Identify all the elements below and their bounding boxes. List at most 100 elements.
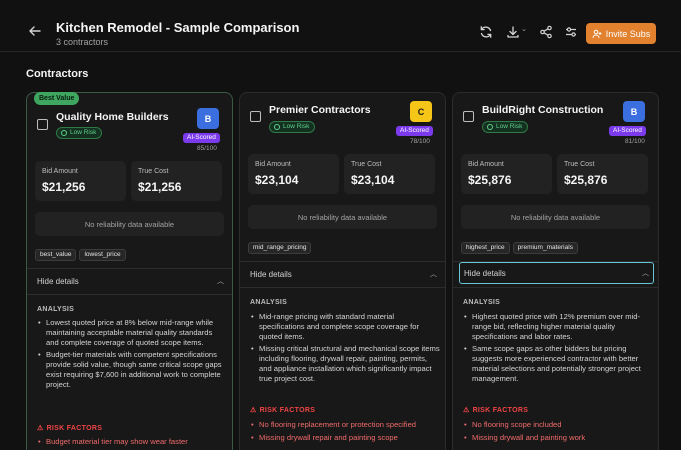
list-item: No flooring replacement or protection sp… [250, 420, 440, 430]
bid-amount-box: Bid Amount $23,104 [248, 154, 339, 194]
list-item: Budget-tier materials with competent spe… [37, 350, 227, 389]
list-item: Mid-range pricing with standard material… [250, 312, 440, 341]
list-item: Missing drywall and painting work [463, 433, 653, 443]
tag-list: highest_price premium_materials [461, 242, 578, 254]
bid-amount-label: Bid Amount [42, 168, 78, 175]
divider [27, 294, 232, 295]
hide-details-toggle[interactable]: Hide details ︿ [459, 262, 654, 284]
analysis-list: Mid-range pricing with standard material… [250, 312, 440, 387]
score: 78/100 [410, 138, 430, 145]
download-icon[interactable]: ⌄ [506, 25, 528, 41]
true-cost-value: $25,876 [564, 173, 608, 187]
shield-icon [61, 130, 67, 136]
risk-factors-heading: ⚠ RISK FACTORS [250, 406, 315, 415]
contractor-card: Premier Contractors Low Risk C AI-Scored… [239, 92, 446, 450]
analysis-list: Lowest quoted price at 8% below mid-rang… [37, 318, 227, 393]
contractor-name: BuildRight Construction [482, 104, 604, 116]
grade-badge: B [197, 108, 219, 129]
sliders-icon[interactable] [564, 25, 580, 41]
chevron-down-icon: ⌄ [521, 26, 527, 33]
tag: best_value [35, 249, 77, 261]
select-checkbox[interactable] [463, 111, 474, 122]
true-cost-box: True Cost $21,256 [131, 161, 222, 201]
best-value-badge: Best Value [34, 92, 80, 105]
list-item: Missing drywall repair and painting scop… [250, 433, 440, 443]
hide-details-toggle[interactable]: Hide details ︿ [246, 263, 441, 285]
bid-amount-label: Bid Amount [255, 161, 291, 168]
analysis-heading: ANALYSIS [37, 306, 75, 313]
add-user-icon [592, 29, 602, 38]
risk-label: Low Risk [496, 123, 523, 130]
risk-factors-heading: ⚠ RISK FACTORS [37, 424, 103, 433]
true-cost-box: True Cost $23,104 [344, 154, 435, 194]
ai-scored-badge: AI-Scored [609, 126, 646, 136]
hide-details-label: Hide details [250, 269, 292, 279]
true-cost-value: $23,104 [351, 173, 395, 187]
bid-amount-value: $25,876 [468, 173, 512, 187]
divider [453, 287, 658, 288]
tag: premium_materials [512, 242, 578, 254]
divider [240, 261, 445, 262]
tag-list: mid_range_pricing [248, 242, 312, 254]
back-arrow-icon[interactable] [28, 24, 44, 40]
list-item: Highest quoted price with 12% premium ov… [463, 312, 653, 341]
invite-subs-button[interactable]: Invite Subs [586, 23, 656, 44]
risk-factors-list: No flooring replacement or protection sp… [250, 420, 440, 446]
bid-amount-label: Bid Amount [468, 161, 504, 168]
risk-badge: Low Risk [269, 121, 316, 133]
risk-badge: Low Risk [482, 121, 529, 133]
tag: highest_price [461, 242, 510, 254]
section-title: Contractors [26, 68, 89, 80]
list-item: Same scope gaps as other bidders but pri… [463, 344, 653, 383]
divider [27, 268, 232, 269]
risk-factors-list: No flooring scope included Missing drywa… [463, 420, 653, 446]
bid-amount-box: Bid Amount $21,256 [35, 161, 126, 201]
ai-scored-badge: AI-Scored [183, 133, 220, 143]
hide-details-label: Hide details [464, 268, 506, 278]
hide-details-label: Hide details [37, 276, 79, 286]
shield-icon [487, 124, 493, 130]
warning-icon: ⚠ [250, 407, 257, 414]
reliability-notice: No reliability data available [461, 205, 650, 229]
bid-amount-value: $21,256 [42, 180, 86, 194]
share-icon[interactable] [539, 25, 555, 41]
tag: lowest_price [79, 249, 126, 261]
contractor-name: Quality Home Builders [56, 111, 169, 123]
contractor-name: Premier Contractors [269, 104, 371, 116]
select-checkbox[interactable] [37, 119, 48, 130]
tag: mid_range_pricing [248, 242, 312, 254]
true-cost-box: True Cost $25,876 [557, 154, 648, 194]
page-header: Kitchen Remodel - Sample Comparison 3 co… [0, 0, 681, 52]
risk-label: Low Risk [283, 123, 310, 130]
risk-factors-heading: ⚠ RISK FACTORS [463, 406, 529, 415]
divider [240, 287, 445, 288]
select-checkbox[interactable] [250, 111, 261, 122]
refresh-icon[interactable] [479, 25, 495, 41]
chevron-up-icon: ︿ [642, 270, 649, 277]
grade-badge: B [623, 101, 645, 122]
grade-badge: C [410, 101, 432, 122]
score: 85/100 [197, 145, 217, 152]
warning-icon: ⚠ [37, 425, 44, 432]
score: 81/100 [625, 138, 645, 145]
list-item: Missing critical structural and mechanic… [250, 344, 440, 383]
risk-factors-label: RISK FACTORS [46, 424, 103, 432]
page-title: Kitchen Remodel - Sample Comparison [56, 20, 300, 35]
risk-factors-label: RISK FACTORS [472, 406, 529, 414]
reliability-notice: No reliability data available [35, 212, 224, 236]
true-cost-value: $21,256 [138, 180, 182, 194]
hide-details-toggle[interactable]: Hide details ︿ [33, 270, 228, 292]
risk-factors-list: Budget material tier may show wear faste… [37, 437, 227, 450]
contractor-card: Quality Home Builders Low Risk B AI-Scor… [26, 92, 233, 450]
bid-amount-value: $23,104 [255, 173, 299, 187]
chevron-up-icon: ︿ [217, 278, 224, 285]
invite-subs-label: Invite Subs [605, 28, 651, 39]
true-cost-label: True Cost [351, 161, 382, 168]
page-subtitle: 3 contractors [56, 37, 109, 47]
ai-scored-badge: AI-Scored [396, 126, 433, 136]
list-item: No flooring scope included [463, 420, 653, 430]
analysis-heading: ANALYSIS [250, 299, 288, 306]
bid-amount-box: Bid Amount $25,876 [461, 154, 552, 194]
risk-badge: Low Risk [56, 127, 103, 139]
analysis-heading: ANALYSIS [463, 299, 501, 306]
